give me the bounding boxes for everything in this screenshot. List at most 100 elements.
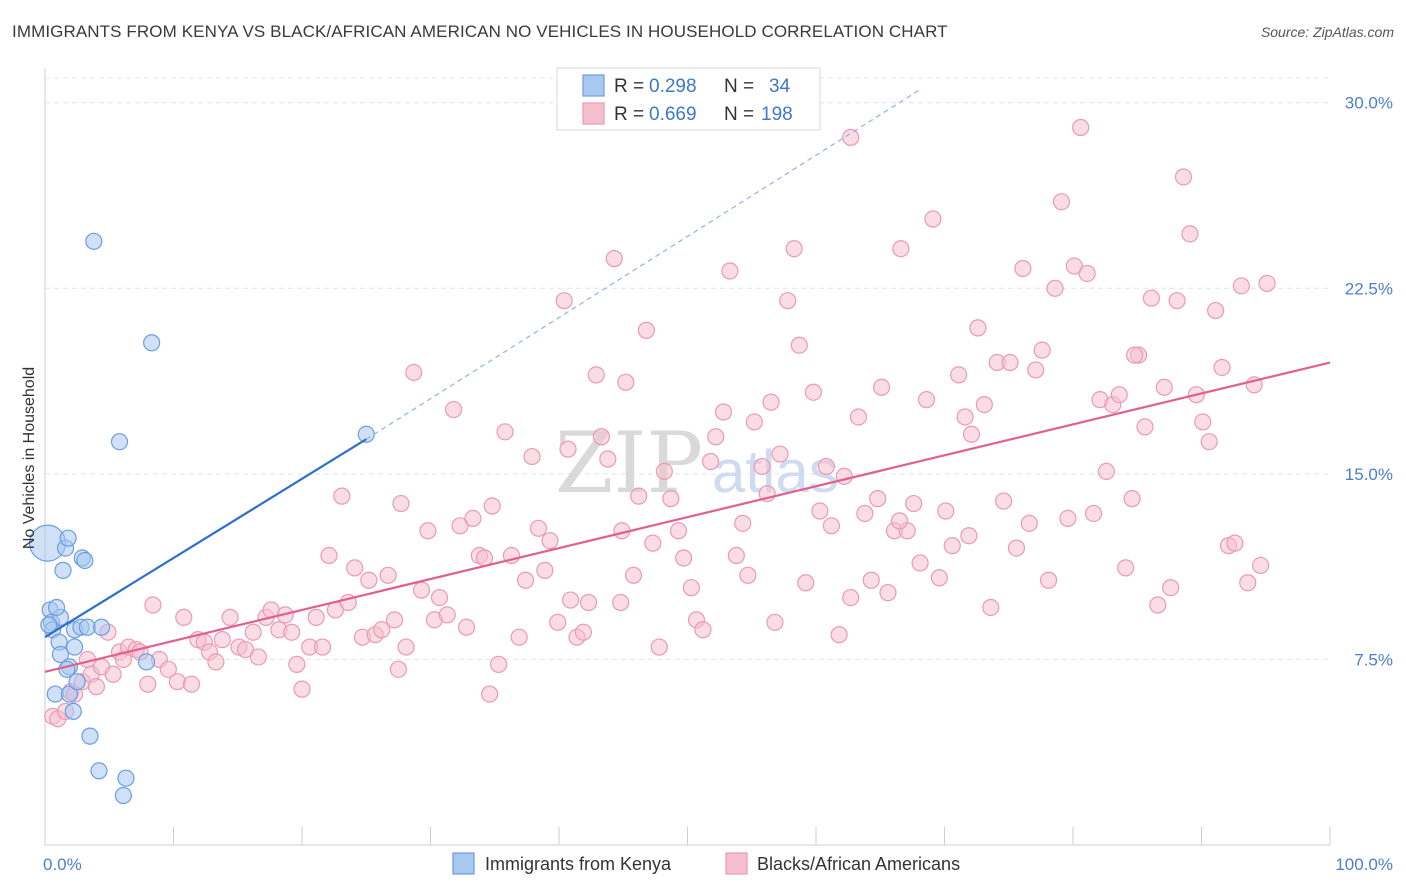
correlation-legend: R = 0.298 N = 34 R = 0.669 N = 198: [556, 67, 821, 131]
pink-point-142: [950, 366, 968, 384]
pink-point-135: [905, 494, 923, 513]
pink-point-88: [605, 250, 623, 268]
legend-r-value-1: 0.298: [649, 76, 697, 97]
pink-point-126: [849, 408, 868, 426]
pink-point-139: [930, 569, 948, 587]
pink-point-183: [1213, 358, 1231, 377]
pink-point-17: [139, 675, 157, 693]
pink-point-149: [995, 492, 1013, 510]
source-credit: Source: ZipAtlas.com: [1260, 24, 1394, 40]
pink-point-57: [405, 363, 423, 382]
bottom-legend-label-blue: Immigrants from Kenya: [485, 854, 672, 874]
pink-point-143: [956, 408, 974, 426]
pink-point-169: [1123, 490, 1141, 508]
y-axis-title: No Vehicles in Household: [21, 367, 38, 549]
pink-point-100: [682, 579, 700, 597]
pink-point-107: [727, 546, 745, 565]
y-tick-label-0: 7.5%: [1354, 650, 1393, 669]
pink-point-83: [574, 623, 593, 641]
pink-point-69: [483, 497, 501, 515]
pink-point-46: [333, 487, 351, 505]
pink-point-76: [529, 519, 548, 537]
blue-point-32: [58, 660, 76, 678]
x-tick-label-1: 100.0%: [1335, 855, 1393, 874]
pink-point-145: [969, 319, 987, 337]
pink-point-11: [104, 665, 122, 683]
pink-point-158: [1052, 193, 1071, 211]
pink-point-191: [1126, 346, 1144, 364]
pink-point-87: [599, 450, 617, 468]
pink-point-66: [464, 509, 482, 528]
pink-point-113: [766, 613, 784, 631]
pink-point-48: [346, 559, 364, 577]
pink-point-80: [555, 292, 573, 310]
y-tick-label-3: 30.0%: [1345, 94, 1393, 113]
pink-point-175: [1162, 579, 1180, 597]
pink-point-162: [1078, 264, 1096, 283]
pink-point-192: [960, 527, 978, 545]
pink-point-73: [510, 628, 528, 646]
pink-point-64: [451, 517, 469, 535]
blue-point-16: [68, 673, 86, 691]
blue-point-21: [81, 727, 99, 745]
pink-point-91: [624, 566, 643, 584]
pink-point-43: [313, 638, 332, 656]
blue-point-10: [59, 529, 77, 547]
pink-point-55: [392, 494, 410, 513]
pink-point-86: [592, 428, 611, 446]
pink-point-62: [438, 606, 456, 624]
pink-point-178: [1181, 225, 1199, 243]
pink-point-193: [842, 128, 860, 146]
pink-point-144: [962, 425, 981, 443]
pink-point-177: [1174, 168, 1193, 186]
pink-point-129: [869, 490, 887, 508]
blue-point-25: [110, 433, 129, 451]
pink-point-181: [1200, 433, 1218, 451]
pink-point-105: [714, 403, 733, 421]
pink-point-95: [650, 638, 668, 656]
pink-point-199: [389, 660, 407, 678]
pink-point-56: [397, 638, 415, 656]
blue-point-15: [65, 638, 84, 656]
pink-point-54: [385, 611, 404, 629]
pink-point-53: [379, 566, 397, 584]
pink-point-32: [244, 623, 262, 641]
pink-point-65: [457, 618, 476, 636]
pink-point-22: [175, 608, 193, 626]
bottom-legend-label-pink: Blacks/African Americans: [757, 854, 960, 874]
bottom-legend-swatch-blue: [452, 852, 475, 875]
pink-point-61: [430, 588, 449, 607]
pink-point-99: [675, 549, 693, 567]
pink-point-157: [1046, 279, 1064, 297]
pink-point-153: [1020, 514, 1038, 532]
pink-point-119: [804, 383, 823, 401]
blue-point-24: [92, 618, 111, 636]
pink-point-92: [630, 487, 648, 505]
watermark-zip: ZIP: [555, 414, 703, 512]
pink-point-147: [982, 598, 1000, 617]
pink-point-156: [1039, 571, 1058, 589]
tick-labels: 7.5% 15.0% 22.5% 30.0% 0.0% 100.0%: [43, 94, 1393, 874]
blue-point-28: [137, 653, 156, 671]
pink-point-138: [924, 210, 942, 228]
pink-point-141: [943, 537, 961, 555]
pink-point-128: [862, 571, 880, 589]
series-legend: Immigrants from Kenya Blacks/African Ame…: [452, 852, 960, 875]
blue-point-30: [40, 616, 58, 634]
pink-point-123: [830, 626, 848, 644]
pink-point-109: [739, 566, 757, 584]
gridlines: [45, 77, 1330, 660]
blue-point-29: [143, 334, 161, 352]
pink-point-130: [872, 378, 891, 396]
pink-point-189: [1252, 556, 1270, 575]
pink-point-160: [1065, 257, 1083, 275]
pink-point-116: [785, 240, 803, 258]
pink-point-108: [734, 514, 752, 532]
pink-point-146: [975, 395, 993, 414]
pink-point-194: [762, 393, 780, 411]
pink-point-117: [790, 336, 808, 354]
pink-point-81: [561, 591, 580, 609]
pink-point-171: [1136, 418, 1154, 436]
pink-point-187: [1239, 574, 1257, 592]
pink-point-90: [617, 373, 635, 391]
